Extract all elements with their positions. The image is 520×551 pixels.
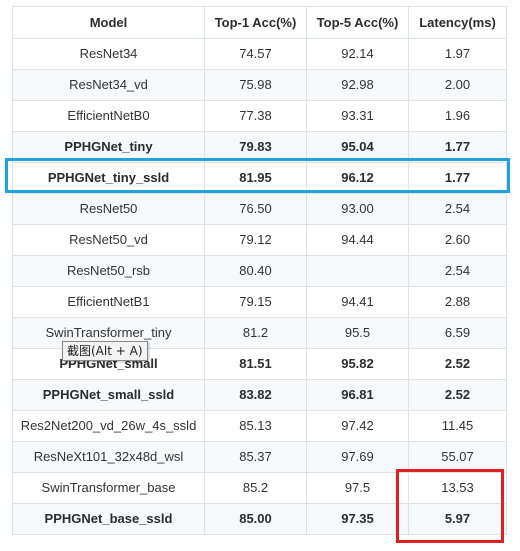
cell-top1-acc: 77.38 [204, 100, 307, 132]
cell-model: ResNeXt101_32x48d_wsl [12, 441, 205, 473]
cell-latency: 2.54 [408, 255, 507, 287]
cell-top5-acc: 92.98 [306, 69, 409, 101]
cell-top1-acc: 81.51 [204, 348, 307, 380]
table-row: EfficientNetB0 77.38 93.31 1.96 [12, 100, 507, 132]
header-top1-acc: Top-1 Acc(%) [204, 6, 307, 39]
cell-top1-acc: 80.40 [204, 255, 307, 287]
cell-top5-acc: 97.69 [306, 441, 409, 473]
cell-model: Res2Net200_vd_26w_4s_ssld [12, 410, 205, 442]
table-row: PPHGNet_tiny_ssld 81.95 96.12 1.77 [12, 162, 507, 194]
table-row: Res2Net200_vd_26w_4s_ssld 85.13 97.42 11.45 [12, 410, 507, 442]
cell-top1-acc: 79.15 [204, 286, 307, 318]
cell-top1-acc: 79.12 [204, 224, 307, 256]
cell-top1-acc: 85.00 [204, 503, 307, 535]
cell-latency: 1.97 [408, 38, 507, 70]
cell-model: PPHGNet_tiny [12, 131, 205, 163]
model-comparison-table: Model Top-1 Acc(%) Top-5 Acc(%) Latency(… [12, 6, 507, 535]
cell-latency: 1.77 [408, 131, 507, 163]
cell-model: PPHGNet_base_ssld [12, 503, 205, 535]
cell-model: PPHGNet_small_ssld [12, 379, 205, 411]
cell-top5-acc: 95.5 [306, 317, 409, 349]
cell-top1-acc: 79.83 [204, 131, 307, 163]
table-row: ResNet50 76.50 93.00 2.54 [12, 193, 507, 225]
model-comparison-table-container: Model Top-1 Acc(%) Top-5 Acc(%) Latency(… [12, 6, 507, 535]
cell-latency: 2.60 [408, 224, 507, 256]
header-top5-acc: Top-5 Acc(%) [306, 6, 409, 39]
cell-top5-acc: 93.00 [306, 193, 409, 225]
table-header: Model Top-1 Acc(%) Top-5 Acc(%) Latency(… [12, 6, 507, 39]
table-row: SwinTransformer_tiny 81.2 95.5 6.59 [12, 317, 507, 349]
table-row: ResNeXt101_32x48d_wsl 85.37 97.69 55.07 [12, 441, 507, 473]
cell-latency: 2.88 [408, 286, 507, 318]
cell-latency: 1.96 [408, 100, 507, 132]
cell-top5-acc: 95.04 [306, 131, 409, 163]
table-row: SwinTransformer_base 85.2 97.5 13.53 [12, 472, 507, 504]
cell-latency: 2.52 [408, 348, 507, 380]
table-row: EfficientNetB1 79.15 94.41 2.88 [12, 286, 507, 318]
cell-top1-acc: 76.50 [204, 193, 307, 225]
table-header-row: Model Top-1 Acc(%) Top-5 Acc(%) Latency(… [12, 6, 507, 39]
cell-top5-acc: 94.41 [306, 286, 409, 318]
cell-top1-acc: 81.95 [204, 162, 307, 194]
cell-latency: 1.77 [408, 162, 507, 194]
cell-top1-acc: 85.37 [204, 441, 307, 473]
header-latency: Latency(ms) [408, 6, 507, 39]
cell-latency: 5.97 [408, 503, 507, 535]
cell-latency: 2.00 [408, 69, 507, 101]
table-row: ResNet34_vd 75.98 92.98 2.00 [12, 69, 507, 101]
table-row: ResNet34 74.57 92.14 1.97 [12, 38, 507, 70]
table-row: PPHGNet_small 81.51 95.82 2.52 [12, 348, 507, 380]
cell-top5-acc [306, 255, 409, 287]
cell-top1-acc: 81.2 [204, 317, 307, 349]
table-row: PPHGNet_tiny 79.83 95.04 1.77 [12, 131, 507, 163]
cell-top1-acc: 75.98 [204, 69, 307, 101]
table-body: ResNet34 74.57 92.14 1.97 ResNet34_vd 75.98 92… [12, 38, 507, 535]
table-row: PPHGNet_base_ssld 85.00 97.35 5.97 [12, 503, 507, 535]
cell-top5-acc: 97.5 [306, 472, 409, 504]
cell-top5-acc: 97.35 [306, 503, 409, 535]
cell-latency: 55.07 [408, 441, 507, 473]
table-row: PPHGNet_small_ssld 83.82 96.81 2.52 [12, 379, 507, 411]
cell-top5-acc: 96.81 [306, 379, 409, 411]
cell-top5-acc: 95.82 [306, 348, 409, 380]
cell-model: ResNet50_rsb [12, 255, 205, 287]
cell-top5-acc: 97.42 [306, 410, 409, 442]
cell-latency: 2.52 [408, 379, 507, 411]
cell-latency: 13.53 [408, 472, 507, 504]
cell-model: ResNet34 [12, 38, 205, 70]
table-row: ResNet50_vd 79.12 94.44 2.60 [12, 224, 507, 256]
screenshot-tooltip: 截图(Alt + A) [62, 341, 148, 361]
cell-model: EfficientNetB1 [12, 286, 205, 318]
cell-model: ResNet50 [12, 193, 205, 225]
cell-top1-acc: 83.82 [204, 379, 307, 411]
cell-model: ResNet50_vd [12, 224, 205, 256]
table-row: ResNet50_rsb 80.40 2.54 [12, 255, 507, 287]
cell-top1-acc: 85.2 [204, 472, 307, 504]
cell-model: SwinTransformer_base [12, 472, 205, 504]
cell-model: ResNet34_vd [12, 69, 205, 101]
cell-top1-acc: 85.13 [204, 410, 307, 442]
cell-top5-acc: 94.44 [306, 224, 409, 256]
cell-latency: 2.54 [408, 193, 507, 225]
cell-model: EfficientNetB0 [12, 100, 205, 132]
cell-top5-acc: 96.12 [306, 162, 409, 194]
header-model: Model [12, 6, 205, 39]
cell-top5-acc: 92.14 [306, 38, 409, 70]
cell-top1-acc: 74.57 [204, 38, 307, 70]
cell-top5-acc: 93.31 [306, 100, 409, 132]
cell-latency: 11.45 [408, 410, 507, 442]
cell-latency: 6.59 [408, 317, 507, 349]
cell-model: PPHGNet_tiny_ssld [12, 162, 205, 194]
